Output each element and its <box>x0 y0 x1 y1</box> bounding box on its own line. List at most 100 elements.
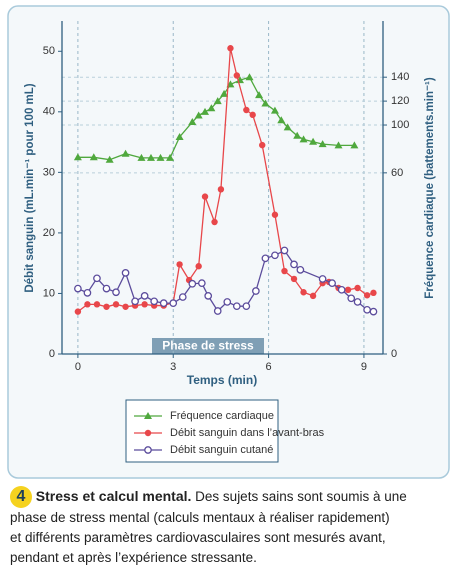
point <box>334 141 343 149</box>
point <box>103 303 110 310</box>
point <box>156 153 165 161</box>
point <box>283 123 292 131</box>
point <box>290 275 298 283</box>
legend-label: Débit sanguin dans l’avant-bras <box>170 427 325 439</box>
point <box>259 141 266 149</box>
point <box>83 288 92 297</box>
legend-label: Fréquence cardiaque <box>170 410 274 422</box>
point <box>233 72 241 79</box>
series-line <box>77 48 374 313</box>
legend-marker <box>144 412 152 419</box>
point <box>150 297 159 306</box>
point <box>146 153 155 161</box>
point <box>211 218 218 226</box>
point <box>84 301 91 308</box>
point <box>112 301 120 308</box>
point <box>309 292 317 300</box>
point <box>299 135 308 143</box>
point <box>201 107 210 115</box>
point <box>131 297 139 306</box>
chart: Phase de stress Temps (min) Débit sangui… <box>7 5 450 479</box>
point <box>290 260 298 269</box>
point <box>363 305 371 314</box>
point <box>293 131 302 139</box>
point <box>249 111 256 119</box>
point <box>159 299 168 307</box>
legend-marker <box>144 429 152 437</box>
point <box>309 137 318 145</box>
point <box>188 279 197 288</box>
y2-axis-label: Fréquence cardiaque (battements.min⁻¹) <box>424 77 436 299</box>
point <box>169 299 178 307</box>
caption-number: 4 <box>10 486 32 508</box>
y2-tick-label: 60 <box>391 167 403 179</box>
point <box>369 307 378 316</box>
x-tick-label: 6 <box>266 361 272 373</box>
point <box>217 186 225 193</box>
point <box>121 149 130 157</box>
caption-line: et différents paramètres cardiovasculair… <box>10 530 386 545</box>
caption-line: Des sujets sains sont soumis à une <box>195 489 407 504</box>
point <box>270 106 279 114</box>
point <box>271 211 279 218</box>
point <box>344 286 352 294</box>
point <box>350 141 359 149</box>
point <box>347 294 356 303</box>
y2-tick-label: 140 <box>391 71 409 83</box>
x-axis-label: Temps (min) <box>187 373 257 387</box>
x-tick-label: 3 <box>170 361 176 373</box>
caption-line: pendant et après l’expérience stressante… <box>10 550 257 565</box>
y-tick-label: 40 <box>43 106 55 118</box>
point <box>194 111 203 119</box>
point <box>296 265 305 274</box>
x-tick-label: 9 <box>361 361 367 373</box>
y-tick-label: 50 <box>43 45 55 57</box>
chart-panel <box>7 5 450 479</box>
point <box>232 302 241 311</box>
point <box>318 140 327 148</box>
legend-marker <box>144 446 152 454</box>
point <box>242 302 251 311</box>
point <box>122 303 129 310</box>
caption: 4 Stress et calcul mental. Des sujets sa… <box>10 486 450 568</box>
point <box>176 261 183 268</box>
point <box>112 288 120 297</box>
point <box>188 118 197 126</box>
point <box>140 292 149 300</box>
point <box>102 284 111 293</box>
caption-line: phase de stress mental (calculs mentaux … <box>10 510 390 525</box>
point <box>337 285 346 294</box>
point <box>201 193 209 200</box>
x-tick-label: 0 <box>75 361 81 373</box>
point <box>261 254 270 263</box>
point <box>261 99 270 107</box>
point <box>121 269 130 277</box>
point <box>300 289 307 296</box>
point <box>223 298 232 306</box>
y-tick-label: 20 <box>43 227 55 239</box>
point <box>89 153 98 161</box>
point <box>277 116 286 124</box>
point <box>93 274 101 283</box>
point <box>220 89 229 97</box>
point <box>195 263 202 270</box>
point <box>328 279 336 288</box>
point <box>243 106 250 114</box>
stress-phase-label: Phase de stress <box>162 339 254 353</box>
point <box>318 275 327 283</box>
y2-tick-label: 120 <box>391 95 409 107</box>
point <box>93 301 101 308</box>
y-tick-label: 10 <box>43 287 55 299</box>
point <box>370 289 377 297</box>
point <box>74 308 82 315</box>
point <box>245 73 254 81</box>
point <box>252 287 260 295</box>
y-axis-label: Débit sanguin (mL.min⁻¹ pour 100 mL) <box>24 83 36 292</box>
point <box>73 153 82 161</box>
point <box>105 155 114 163</box>
point <box>178 293 187 301</box>
legend-label: Débit sanguin cutané <box>170 444 273 456</box>
point <box>354 284 361 292</box>
y-tick-label: 30 <box>43 166 55 178</box>
